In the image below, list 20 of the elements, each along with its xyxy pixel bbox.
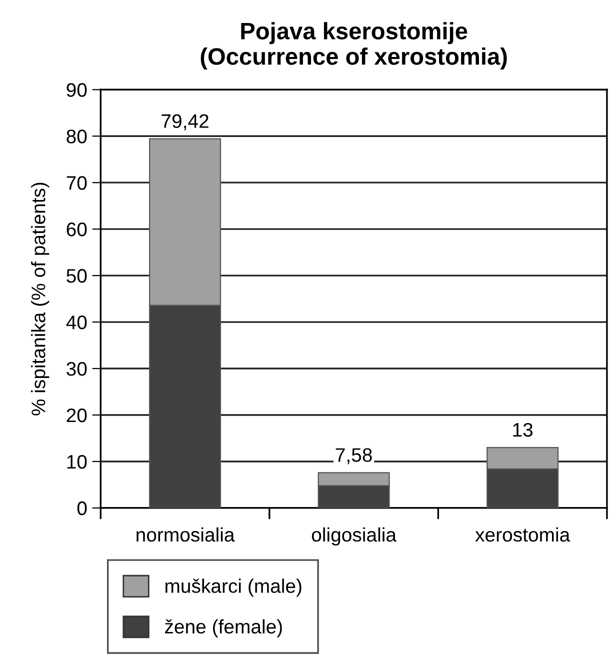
y-tick-label: 80 xyxy=(66,130,87,144)
y-tick-label: 10 xyxy=(67,454,87,469)
legend-label: muškarci (male) xyxy=(166,578,302,597)
y-tick-label: 90 xyxy=(66,83,87,97)
legend-label: žene (female) xyxy=(165,619,282,638)
total-label: 7,58 xyxy=(336,448,372,464)
y-tick-label: 70 xyxy=(66,176,87,190)
total-label: 13 xyxy=(513,422,533,437)
chart-title: Pojava kserostomije (Occurrence of xerostomia) xyxy=(200,22,507,70)
y-axis-title: % ispitanika (% of patients) xyxy=(31,182,50,416)
x-tick-label: normosialia xyxy=(136,527,235,542)
y-tick-label: 40 xyxy=(66,316,87,330)
y-tick-label: 50 xyxy=(66,269,87,283)
y-tick-label: 60 xyxy=(66,222,87,236)
y-tick-label: 20 xyxy=(66,408,87,422)
y-tick-label: 30 xyxy=(66,362,87,376)
x-tick-label: oligosialia xyxy=(312,527,396,546)
total-label: 79,42 xyxy=(162,114,208,130)
y-tick-label: 0 xyxy=(77,501,87,516)
x-tick-label: xerostomia xyxy=(475,527,570,542)
